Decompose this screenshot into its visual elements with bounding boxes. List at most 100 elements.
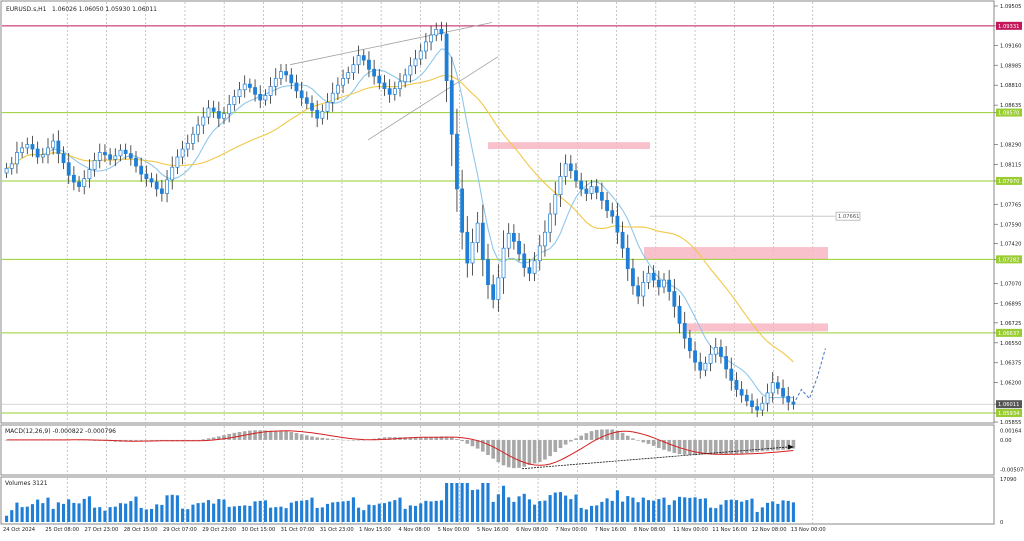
candle-body xyxy=(506,233,511,249)
volume-bar xyxy=(688,497,692,522)
time-tick-label: 24 Oct 2024 xyxy=(3,527,36,533)
volume-bar xyxy=(170,494,174,522)
macd-tick-label: -0.005076 xyxy=(1000,468,1024,474)
macd-histogram-bar xyxy=(418,437,423,440)
volume-bar xyxy=(734,500,739,522)
candle-body xyxy=(455,133,459,190)
volume-bar xyxy=(501,485,506,522)
candle-body xyxy=(392,88,397,95)
candle-body xyxy=(335,84,340,94)
macd-histogram-bar xyxy=(631,438,635,440)
macd-histogram-bar xyxy=(341,439,345,441)
candle-body xyxy=(470,242,475,264)
price-tick-label: 1.05855 xyxy=(1000,420,1021,426)
price-marker: 1.07661 xyxy=(650,211,861,221)
macd-histogram-bar xyxy=(413,437,418,440)
candle-body xyxy=(760,402,765,411)
volume-bar xyxy=(527,499,531,522)
macd-histogram-bar xyxy=(646,439,651,444)
macd-histogram-bar xyxy=(620,432,625,440)
volume-bar xyxy=(10,510,14,522)
price-tick-label: 1.07070 xyxy=(1000,282,1021,288)
macd-caption: MACD(12,26,9) -0.000822 -0.000796 xyxy=(5,428,116,435)
candle-body xyxy=(791,401,796,405)
volume-indicator: 17090 0 xyxy=(5,477,1017,526)
macd-tick-label: 0.00 xyxy=(1000,438,1012,444)
price-level-badge-label: 1.07282 xyxy=(998,257,1019,263)
macd-histogram-bar xyxy=(330,439,335,440)
candle-body xyxy=(413,58,418,67)
candle-body xyxy=(408,65,413,76)
volume-bar xyxy=(15,502,19,522)
candle-body xyxy=(222,113,226,119)
volume-bar xyxy=(538,501,542,522)
time-tick-label: 28 Oct 15:00 xyxy=(124,527,158,533)
volume-bar xyxy=(652,500,656,522)
current-price-badge xyxy=(996,400,1022,409)
macd-histogram-bar xyxy=(770,439,775,451)
divergence-line xyxy=(521,446,789,470)
volume-bar xyxy=(703,498,707,522)
candle-body xyxy=(128,153,133,159)
candle-body xyxy=(651,272,656,281)
macd-histogram-bar xyxy=(154,439,159,441)
candle-body xyxy=(501,247,506,279)
candle-body xyxy=(71,174,76,183)
macd-histogram-bar xyxy=(481,439,485,452)
volume-bar xyxy=(41,503,45,522)
macd-histogram-bar xyxy=(315,437,319,440)
candle-body xyxy=(263,95,268,101)
candle-body xyxy=(66,162,71,176)
macd-histogram-bar xyxy=(677,439,682,455)
volume-bar xyxy=(51,508,55,522)
time-tick-label: 7 Nov 00:00 xyxy=(555,527,587,533)
macd-histogram-bar xyxy=(201,439,206,440)
volume-bar xyxy=(398,497,402,522)
candle-body xyxy=(563,163,568,177)
macd-histogram-bar xyxy=(263,430,268,440)
price-level-badge-label: 1.06637 xyxy=(998,331,1019,337)
candle-body xyxy=(418,50,423,60)
candle-body xyxy=(439,29,444,35)
volume-bar xyxy=(771,501,775,522)
macd-histogram-bar xyxy=(729,439,734,455)
macd-histogram-bar xyxy=(310,436,314,440)
volume-bar xyxy=(181,508,185,522)
macd-histogram-bar xyxy=(682,439,687,455)
time-tick-label: 27 Oct 23:00 xyxy=(84,527,118,533)
macd-histogram-bar xyxy=(408,437,413,440)
volume-bar xyxy=(429,501,433,522)
price-level-badge-label: 1.09331 xyxy=(998,24,1019,30)
macd-histogram-bar xyxy=(325,438,330,440)
candle-body xyxy=(20,147,25,153)
candle-body xyxy=(403,74,408,83)
volume-bar xyxy=(274,507,278,522)
candle-body xyxy=(625,247,630,270)
price-tick-label: 1.08810 xyxy=(1000,83,1021,89)
volume-bar xyxy=(698,498,702,522)
macd-panel-frame xyxy=(0,424,995,476)
macd-histogram-bar xyxy=(584,433,589,440)
volume-bar xyxy=(512,501,516,522)
candle-body xyxy=(620,231,625,249)
candle-body xyxy=(708,353,713,364)
macd-histogram-bar xyxy=(475,439,480,449)
volume-bar xyxy=(263,500,267,522)
candle-body xyxy=(356,55,361,66)
volume-bar xyxy=(320,507,324,522)
volume-bar xyxy=(408,505,412,522)
volume-bar xyxy=(605,498,609,522)
candle-body xyxy=(289,74,294,84)
volume-bar xyxy=(677,496,682,522)
macd-histogram-bar xyxy=(211,437,216,440)
volume-bar xyxy=(584,509,588,522)
volume-bar xyxy=(740,501,744,522)
macd-histogram-bar xyxy=(574,438,578,440)
candle-body xyxy=(615,215,620,233)
candle-body xyxy=(646,272,651,283)
candle-body xyxy=(170,166,175,181)
candle-body xyxy=(9,163,14,169)
candle-body xyxy=(480,222,485,260)
